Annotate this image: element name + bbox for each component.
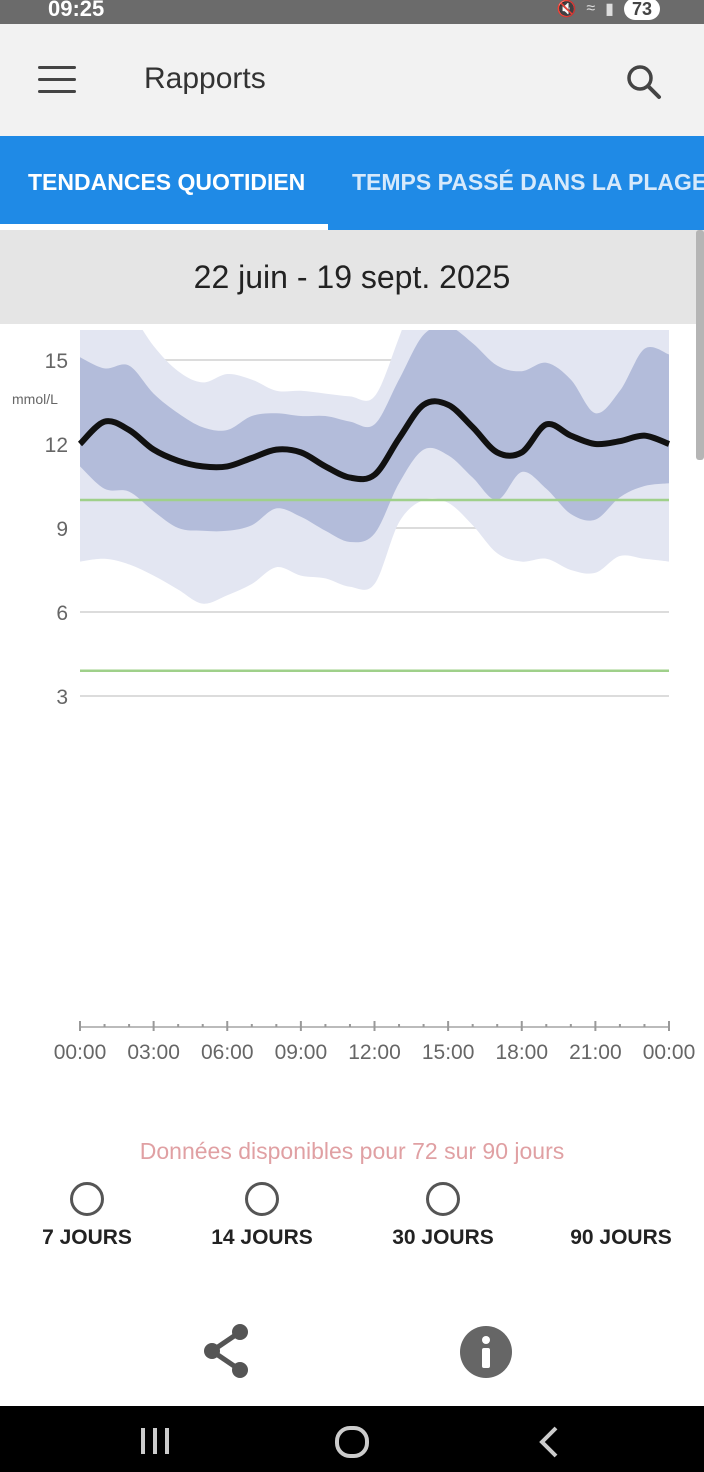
x-tick-label: 06:00 [201,1041,254,1064]
menu-icon[interactable] [38,66,76,94]
data-availability: Données disponibles pour 72 sur 90 jours [139,1138,565,1164]
recent-apps-icon[interactable] [138,1426,172,1456]
search-icon[interactable] [624,62,664,102]
y-tick-label: 3 [56,686,68,709]
radio-90-days[interactable] [604,1182,638,1216]
signal-icon: ▮ [605,1,614,18]
page-title: Rapports [144,62,266,95]
y-tick-label: 9 [56,518,68,541]
x-tick-label: 18:00 [495,1041,548,1064]
x-tick-label: 03:00 [127,1041,180,1064]
y-tick-label: 12 [45,434,68,457]
period-90-days[interactable]: 90 JOURS [536,1182,704,1250]
tab-time-in-range[interactable]: TEMPS PASSÉ DANS LA PLAGE C [352,169,704,195]
share-icon[interactable] [200,1322,254,1380]
status-bar: 09:25 🔇 ≈ ▮ 73 [0,0,704,24]
period-30-days[interactable]: 30 JOURS [358,1182,528,1250]
unit-label: mmol/L [12,391,58,407]
radio-7-days[interactable] [70,1182,104,1216]
period-label: 90 JOURS [570,1226,672,1249]
median-line [77,398,671,483]
radio-14-days[interactable] [245,1182,279,1216]
y-tick-label: 6 [56,602,68,625]
active-tab-indicator [0,224,328,230]
mute-icon: 🔇 [556,1,577,18]
period-label: 7 JOURS [42,1226,132,1249]
app-bar: Rapports [0,24,704,136]
percentile-25-75-band [80,330,669,543]
date-range: 22 juin - 19 sept. 2025 [0,230,704,324]
wifi-icon: ≈ [586,0,596,17]
tab-daily-trends[interactable]: TENDANCES QUOTIDIEN [28,169,306,195]
period-label: 30 JOURS [392,1226,494,1249]
x-tick-label: 09:00 [275,1041,328,1064]
x-tick-label: 00:00 [643,1041,696,1064]
system-nav-bar [0,1406,704,1472]
period-14-days[interactable]: 14 JOURS [177,1182,347,1250]
back-icon[interactable] [536,1426,562,1458]
x-tick-label: 21:00 [569,1041,622,1064]
x-tick-label: 12:00 [348,1041,401,1064]
scrollbar[interactable] [696,230,704,460]
y-tick-label: 15 [45,350,68,373]
radio-30-days[interactable] [426,1182,460,1216]
period-7-days[interactable]: 7 JOURS [2,1182,172,1250]
x-tick-label: 00:00 [54,1041,107,1064]
status-icons: 🔇 ≈ ▮ 73 [556,0,660,20]
glucose-trend-chart: mmol/L 3691215182100:0003:0006:0009:0012… [12,330,696,1064]
x-tick-label: 15:00 [422,1041,475,1064]
status-time: 09:25 [48,0,105,21]
report-tabs: TENDANCES QUOTIDIEN TEMPS PASSÉ DANS LA … [0,136,704,230]
info-icon[interactable] [458,1324,514,1380]
home-icon[interactable] [334,1426,370,1458]
period-label: 14 JOURS [211,1226,313,1249]
battery-badge: 73 [623,0,660,20]
